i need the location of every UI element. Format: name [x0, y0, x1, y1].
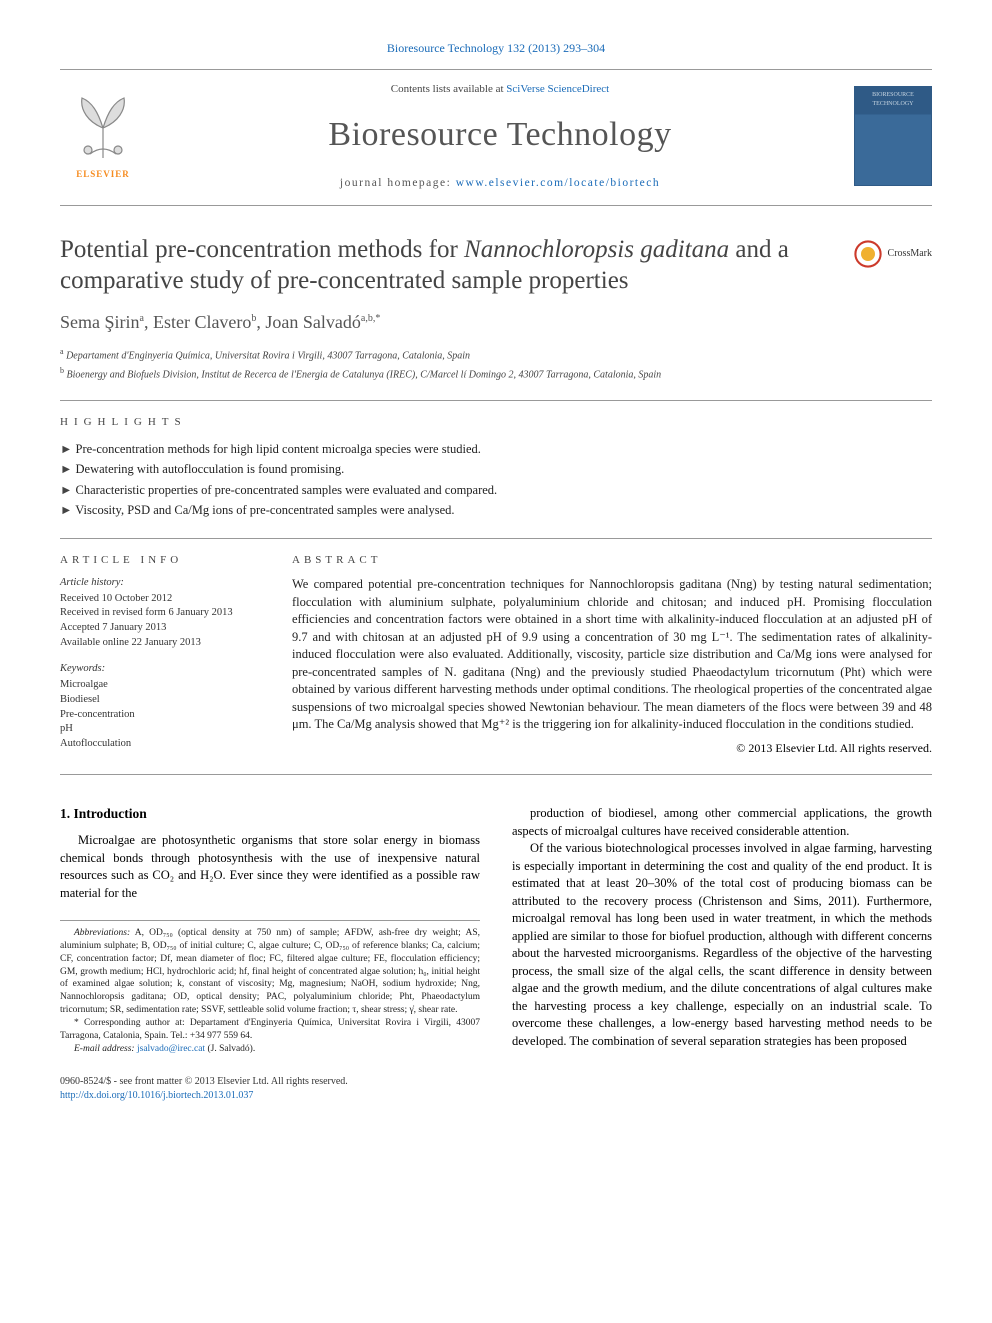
title-row: Potential pre-concentration methods for … — [60, 234, 932, 297]
body-col-left: 1. Introduction Microalgae are photosynt… — [60, 805, 480, 1055]
abstract-copyright: © 2013 Elsevier Ltd. All rights reserved… — [292, 740, 932, 757]
history-line: Accepted 7 January 2013 — [60, 621, 260, 636]
rule — [60, 538, 932, 539]
highlight-item: Dewatering with autoflocculation is foun… — [60, 461, 932, 479]
crossmark-icon — [854, 240, 882, 268]
body-col-right: production of biodiesel, among other com… — [512, 805, 932, 1055]
corresponding-email-link[interactable]: jsalvado@irec.cat — [137, 1044, 205, 1054]
crossmark-label: CrossMark — [888, 247, 932, 261]
highlight-item: Pre-concentration methods for high lipid… — [60, 441, 932, 459]
corr-lead: * Corresponding author at: — [74, 1018, 185, 1028]
journal-homepage: journal homepage: www.elsevier.com/locat… — [162, 175, 838, 191]
history-heading: Article history: — [60, 576, 260, 591]
keyword: pH — [60, 722, 260, 737]
sciencedirect-link[interactable]: SciVerse ScienceDirect — [506, 83, 609, 95]
journal-cover-thumb: BIORESOURCE TECHNOLOGY — [854, 86, 932, 186]
affiliation-a-text: Departament d'Enginyeria Química, Univer… — [66, 350, 470, 361]
journal-citation: Bioresource Technology 132 (2013) 293–30… — [60, 40, 932, 57]
affiliation-b-text: Bioenergy and Biofuels Division, Institu… — [67, 369, 662, 380]
author-2: Ester Claverob — [153, 312, 256, 332]
intro-paragraph: Microalgae are photosynthetic organisms … — [60, 832, 480, 902]
journal-title: Bioresource Technology — [162, 111, 838, 159]
body-columns: 1. Introduction Microalgae are photosynt… — [60, 805, 932, 1055]
author-3-sup: a,b,* — [361, 313, 380, 324]
email-lead: E-mail address: — [74, 1044, 135, 1054]
issn-line: 0960-8524/$ - see front matter © 2013 El… — [60, 1075, 932, 1089]
body-paragraph: production of biodiesel, among other com… — [512, 805, 932, 840]
title-italic-species: Nannochloropsis gaditana — [464, 236, 729, 263]
article-info: ARTICLE INFO Article history: Received 1… — [60, 553, 260, 757]
abstract-column: ABSTRACT We compared potential pre-conce… — [292, 553, 932, 757]
highlights-list: Pre-concentration methods for high lipid… — [60, 441, 932, 520]
keyword: Microalgae — [60, 678, 260, 693]
title-part-1: Potential pre-concentration methods for — [60, 236, 464, 263]
homepage-link[interactable]: www.elsevier.com/locate/biortech — [456, 177, 660, 189]
history-line: Received in revised form 6 January 2013 — [60, 606, 260, 621]
highlight-item: Characteristic properties of pre-concent… — [60, 482, 932, 500]
publisher-label: ELSEVIER — [60, 168, 146, 181]
footnotes: Abbreviations: A, OD₇₅₀ (optical density… — [60, 920, 480, 1055]
abstract-heading: ABSTRACT — [292, 553, 932, 568]
keyword: Autoflocculation — [60, 737, 260, 752]
rule — [60, 400, 932, 401]
article-info-heading: ARTICLE INFO — [60, 553, 260, 568]
elsevier-tree-icon — [68, 92, 138, 162]
header-center: Contents lists available at SciVerse Sci… — [146, 82, 854, 191]
publisher-logo: ELSEVIER — [60, 92, 146, 180]
abbrev-lead: Abbreviations: — [74, 928, 130, 938]
author-3-name: Joan Salvadó — [265, 312, 360, 332]
email-footnote: E-mail address: jsalvado@irec.cat (J. Sa… — [60, 1043, 480, 1056]
email-tail: (J. Salvadó). — [205, 1044, 255, 1054]
author-3: Joan Salvadóa,b,* — [265, 312, 380, 332]
crossmark-badge[interactable]: CrossMark — [854, 240, 932, 268]
homepage-prefix: journal homepage: — [340, 177, 456, 189]
affiliation-a: a Departament d'Enginyeria Química, Univ… — [60, 346, 932, 363]
history-line: Received 10 October 2012 — [60, 592, 260, 607]
highlights-heading: HIGHLIGHTS — [60, 415, 932, 430]
abstract-text: We compared potential pre-concentration … — [292, 576, 932, 734]
author-2-sup: b — [251, 313, 256, 324]
corresponding-author-footnote: * Corresponding author at: Departament d… — [60, 1017, 480, 1043]
keyword: Pre-concentration — [60, 708, 260, 723]
author-1-name: Sema Şirin — [60, 312, 140, 332]
intro-heading: 1. Introduction — [60, 805, 480, 824]
journal-citation-link[interactable]: Bioresource Technology 132 (2013) 293–30… — [387, 41, 605, 55]
author-1: Sema Şirina — [60, 312, 144, 332]
abbrev-text: A, OD₇₅₀ (optical density at 750 nm) of … — [60, 928, 480, 1015]
highlight-item: Viscosity, PSD and Ca/Mg ions of pre-con… — [60, 502, 932, 520]
contents-line: Contents lists available at SciVerse Sci… — [162, 82, 838, 97]
doi-link[interactable]: http://dx.doi.org/10.1016/j.biortech.201… — [60, 1090, 253, 1101]
author-1-sup: a — [140, 313, 144, 324]
journal-header: ELSEVIER Contents lists available at Sci… — [60, 69, 932, 206]
article-title: Potential pre-concentration methods for … — [60, 234, 838, 297]
contents-prefix: Contents lists available at — [391, 83, 506, 95]
keyword: Biodiesel — [60, 693, 260, 708]
info-abstract-row: ARTICLE INFO Article history: Received 1… — [60, 553, 932, 757]
history-line: Available online 22 January 2013 — [60, 636, 260, 651]
authors: Sema Şirina, Ester Claverob, Joan Salvad… — [60, 310, 932, 335]
page-footer: 0960-8524/$ - see front matter © 2013 El… — [60, 1075, 932, 1103]
cover-label: BIORESOURCE TECHNOLOGY — [855, 91, 931, 108]
keywords-heading: Keywords: — [60, 662, 260, 677]
body-paragraph: Of the various biotechnological processe… — [512, 840, 932, 1050]
affiliation-b: b Bioenergy and Biofuels Division, Insti… — [60, 365, 932, 382]
author-2-name: Ester Clavero — [153, 312, 251, 332]
rule — [60, 774, 932, 775]
abbreviations-footnote: Abbreviations: A, OD₇₅₀ (optical density… — [60, 927, 480, 1017]
